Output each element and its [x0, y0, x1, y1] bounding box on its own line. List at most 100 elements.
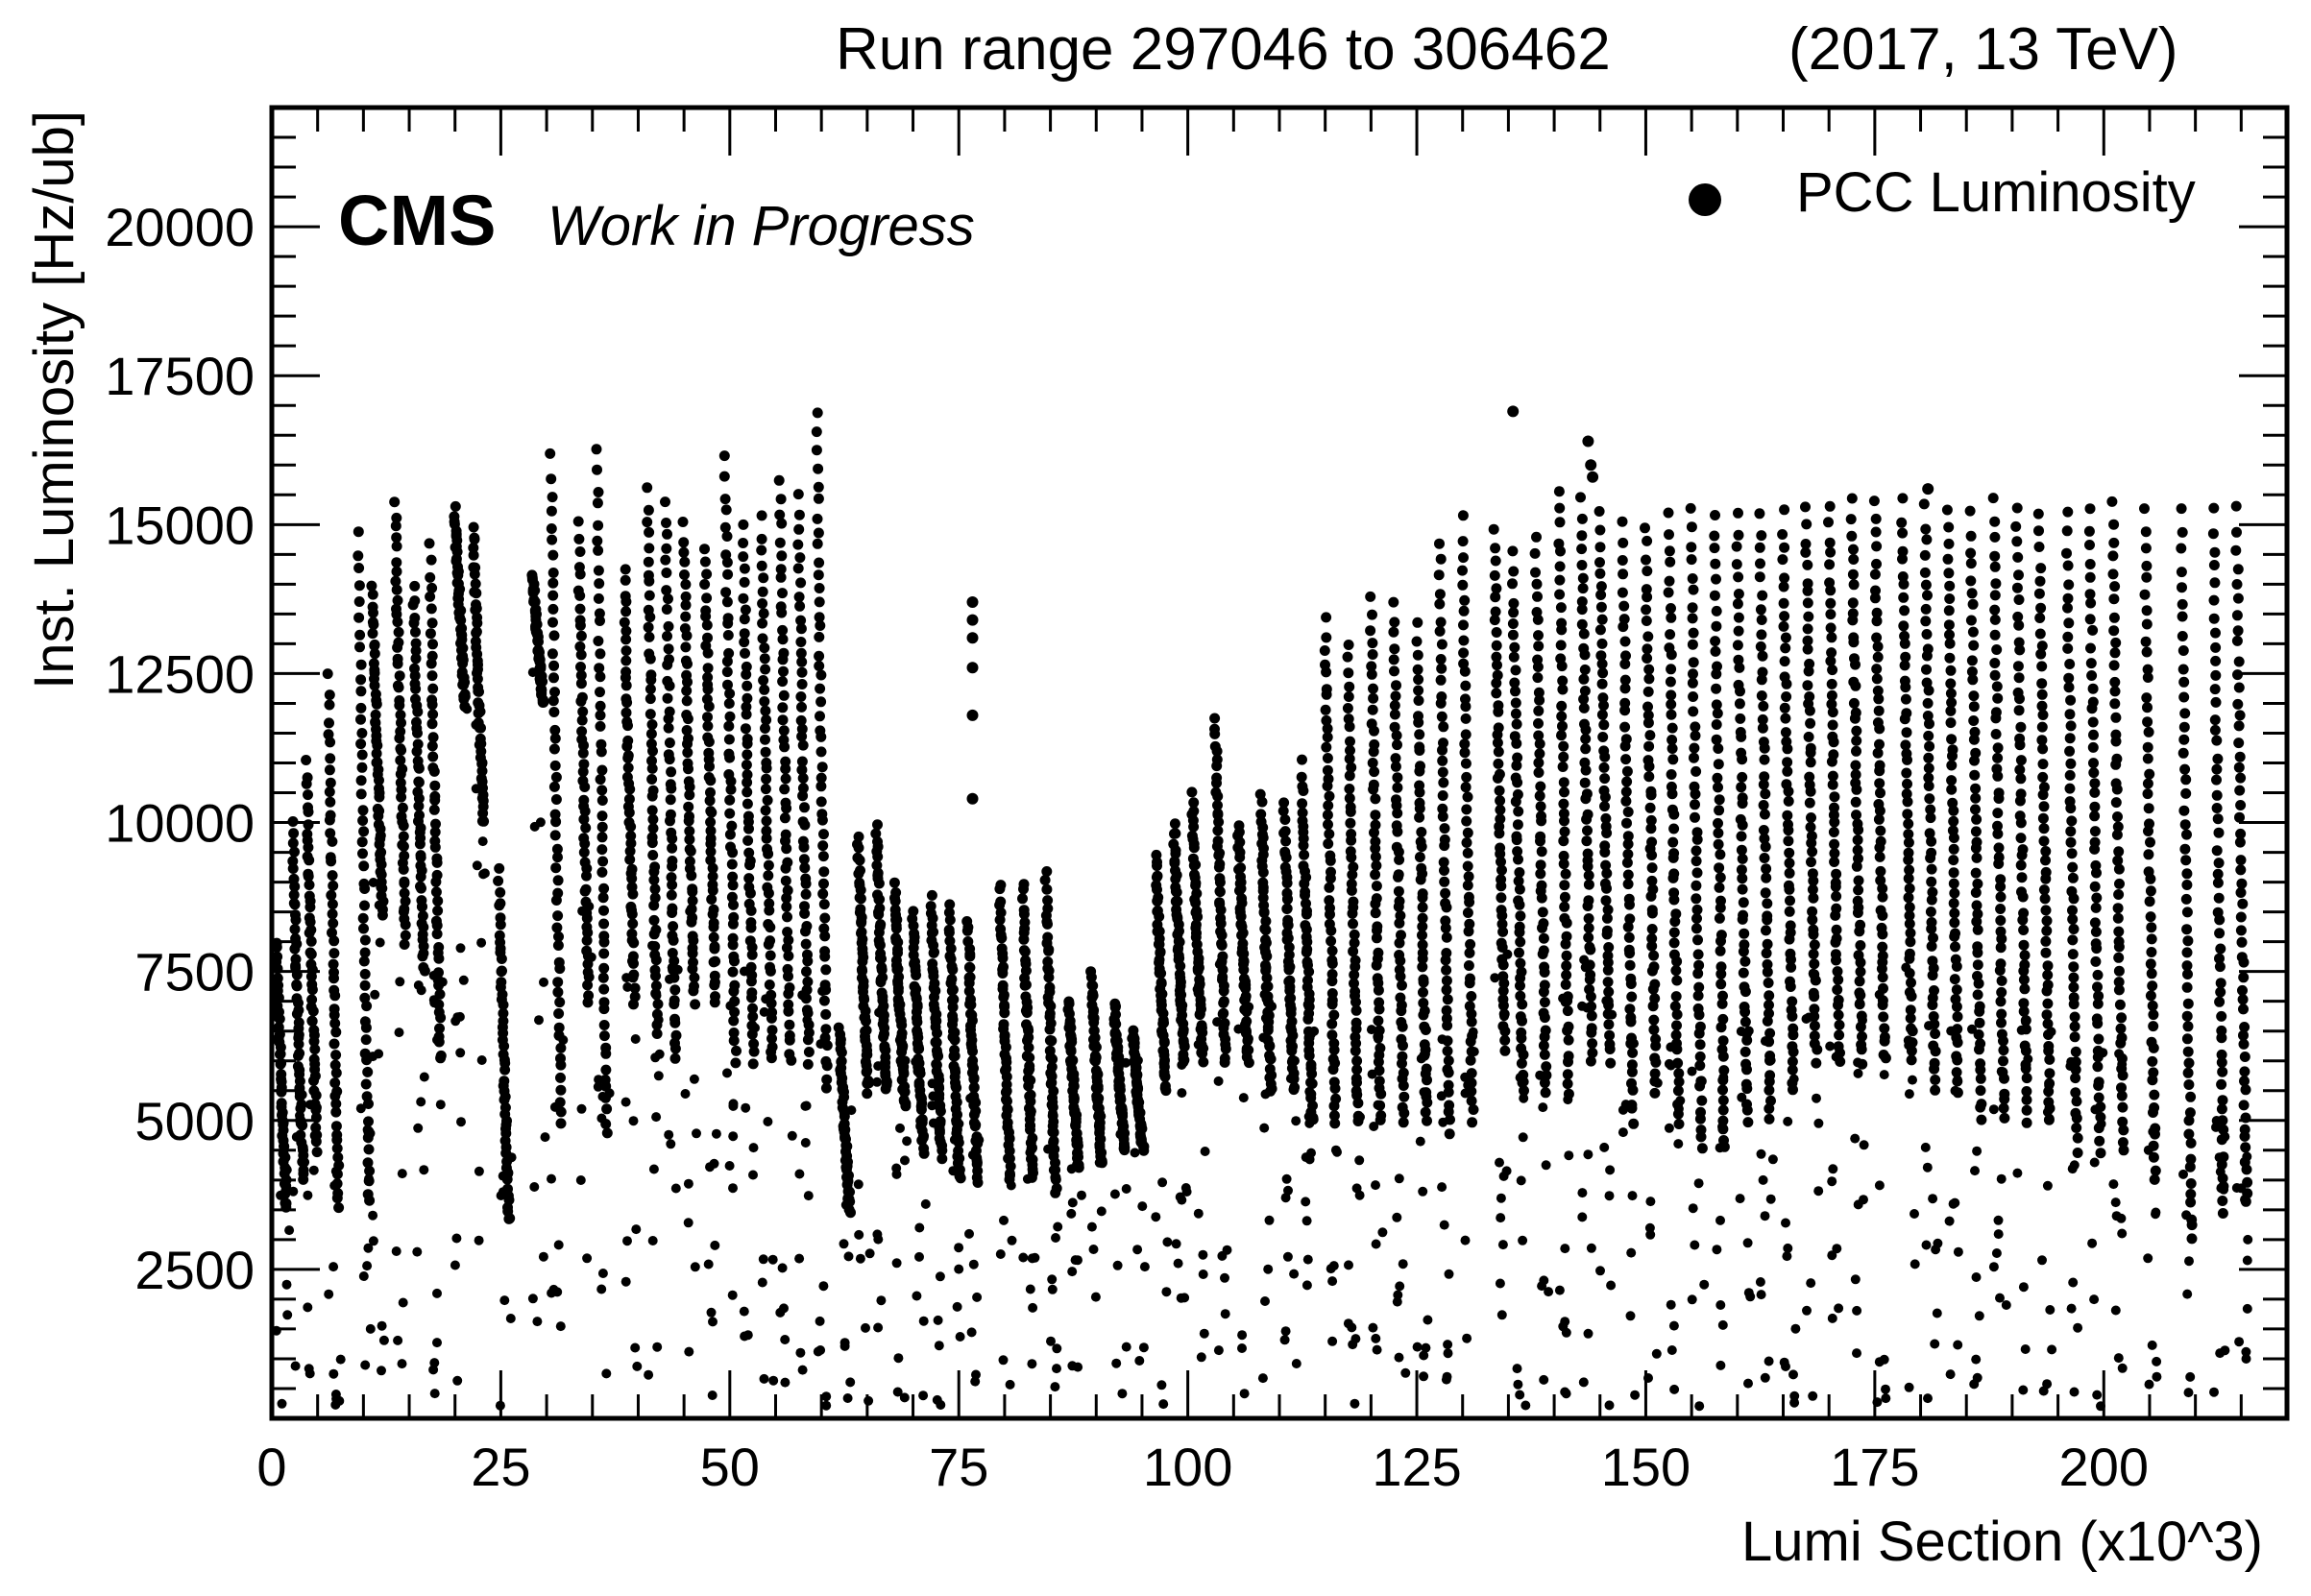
- data-point: [1441, 964, 1452, 976]
- data-point: [748, 1170, 758, 1180]
- data-point: [471, 719, 481, 730]
- data-point: [425, 571, 436, 583]
- data-point: [727, 966, 739, 978]
- data-point: [1765, 1194, 1776, 1204]
- data-point: [1673, 1068, 1685, 1079]
- data-point: [1466, 1095, 1477, 1106]
- data-point: [1670, 1029, 1682, 1041]
- data-point: [1578, 628, 1590, 640]
- data-point: [1531, 578, 1543, 590]
- data-point: [781, 892, 792, 904]
- data-point: [1825, 1041, 1836, 1052]
- data-point: [1027, 1253, 1037, 1264]
- data-point: [1215, 905, 1227, 916]
- data-point: [1742, 1117, 1754, 1128]
- data-point: [1491, 688, 1502, 699]
- data-point: [1496, 1213, 1506, 1223]
- data-point: [748, 1143, 759, 1153]
- data-point: [1904, 918, 1915, 930]
- data-point: [1622, 869, 1634, 881]
- data-point: [702, 720, 714, 732]
- data-point: [555, 1118, 567, 1129]
- data-point: [547, 648, 558, 660]
- data-point: [1498, 978, 1510, 989]
- data-point: [994, 883, 1006, 895]
- data-point: [839, 1239, 849, 1249]
- data-point: [1073, 1162, 1084, 1173]
- data-point: [1717, 1122, 1727, 1132]
- data-point: [1393, 846, 1404, 858]
- data-point: [1438, 777, 1449, 788]
- data-point: [1365, 625, 1376, 637]
- data-point: [1787, 1010, 1798, 1022]
- data-point: [1948, 878, 1959, 889]
- data-point: [819, 931, 831, 942]
- data-point: [1564, 1150, 1574, 1161]
- data-point: [1664, 529, 1674, 541]
- data-point: [1368, 1322, 1378, 1333]
- data-point: [1539, 1031, 1550, 1043]
- data-point: [1373, 1056, 1384, 1068]
- data-point: [1859, 1140, 1869, 1150]
- data-point: [681, 685, 693, 696]
- data-point: [1666, 1299, 1676, 1310]
- data-point: [1687, 639, 1698, 650]
- data-point: [1871, 607, 1883, 618]
- data-point: [1605, 1165, 1616, 1175]
- data-point: [720, 504, 732, 516]
- data-point: [1025, 1148, 1035, 1158]
- data-point: [646, 790, 658, 802]
- data-point: [1090, 1055, 1101, 1067]
- data-point: [1533, 687, 1545, 698]
- data-point: [1601, 929, 1613, 940]
- data-point: [1391, 730, 1402, 741]
- data-point: [1809, 1020, 1820, 1031]
- data-point: [1953, 1075, 1962, 1085]
- data-point: [1758, 700, 1769, 712]
- data-point: [548, 781, 560, 792]
- data-point: [819, 951, 831, 962]
- data-point: [619, 617, 630, 628]
- data-point: [1595, 590, 1607, 600]
- data-point: [1715, 849, 1726, 860]
- data-point: [1066, 1164, 1077, 1174]
- data-point: [1741, 1104, 1753, 1116]
- data-point: [1926, 940, 1937, 952]
- data-point: [1515, 973, 1526, 984]
- data-point: [355, 659, 367, 670]
- data-point: [1323, 800, 1334, 811]
- data-point: [920, 1198, 931, 1209]
- data-point: [1434, 538, 1445, 549]
- data-point: [994, 914, 1006, 926]
- data-point: [742, 834, 754, 846]
- data-point: [394, 700, 405, 711]
- data-point: [1803, 611, 1814, 622]
- data-point: [548, 672, 559, 684]
- data-point: [1301, 1152, 1311, 1163]
- data-point: [1289, 1269, 1300, 1279]
- data-point: [683, 801, 694, 812]
- data-point: [1497, 1000, 1509, 1011]
- data-point: [649, 883, 661, 895]
- data-point: [783, 988, 794, 1000]
- data-point: [1646, 862, 1658, 874]
- data-point: [1515, 957, 1526, 969]
- data-point: [1804, 771, 1815, 783]
- data-point: [1554, 502, 1566, 514]
- data-point: [740, 647, 750, 659]
- data-point: [818, 1281, 829, 1292]
- data-point: [1222, 1245, 1232, 1255]
- data-point: [1492, 738, 1503, 748]
- data-point: [378, 1335, 389, 1345]
- data-point: [1575, 492, 1586, 503]
- data-point: [1322, 723, 1333, 735]
- data-point: [777, 714, 789, 726]
- data-point: [1802, 559, 1813, 570]
- data-point: [1715, 1022, 1727, 1033]
- data-point: [455, 615, 467, 626]
- data-point: [745, 976, 757, 987]
- data-point: [1491, 640, 1502, 651]
- data-point: [1834, 1303, 1844, 1314]
- data-point: [1419, 1087, 1429, 1098]
- data-point: [1562, 1025, 1573, 1036]
